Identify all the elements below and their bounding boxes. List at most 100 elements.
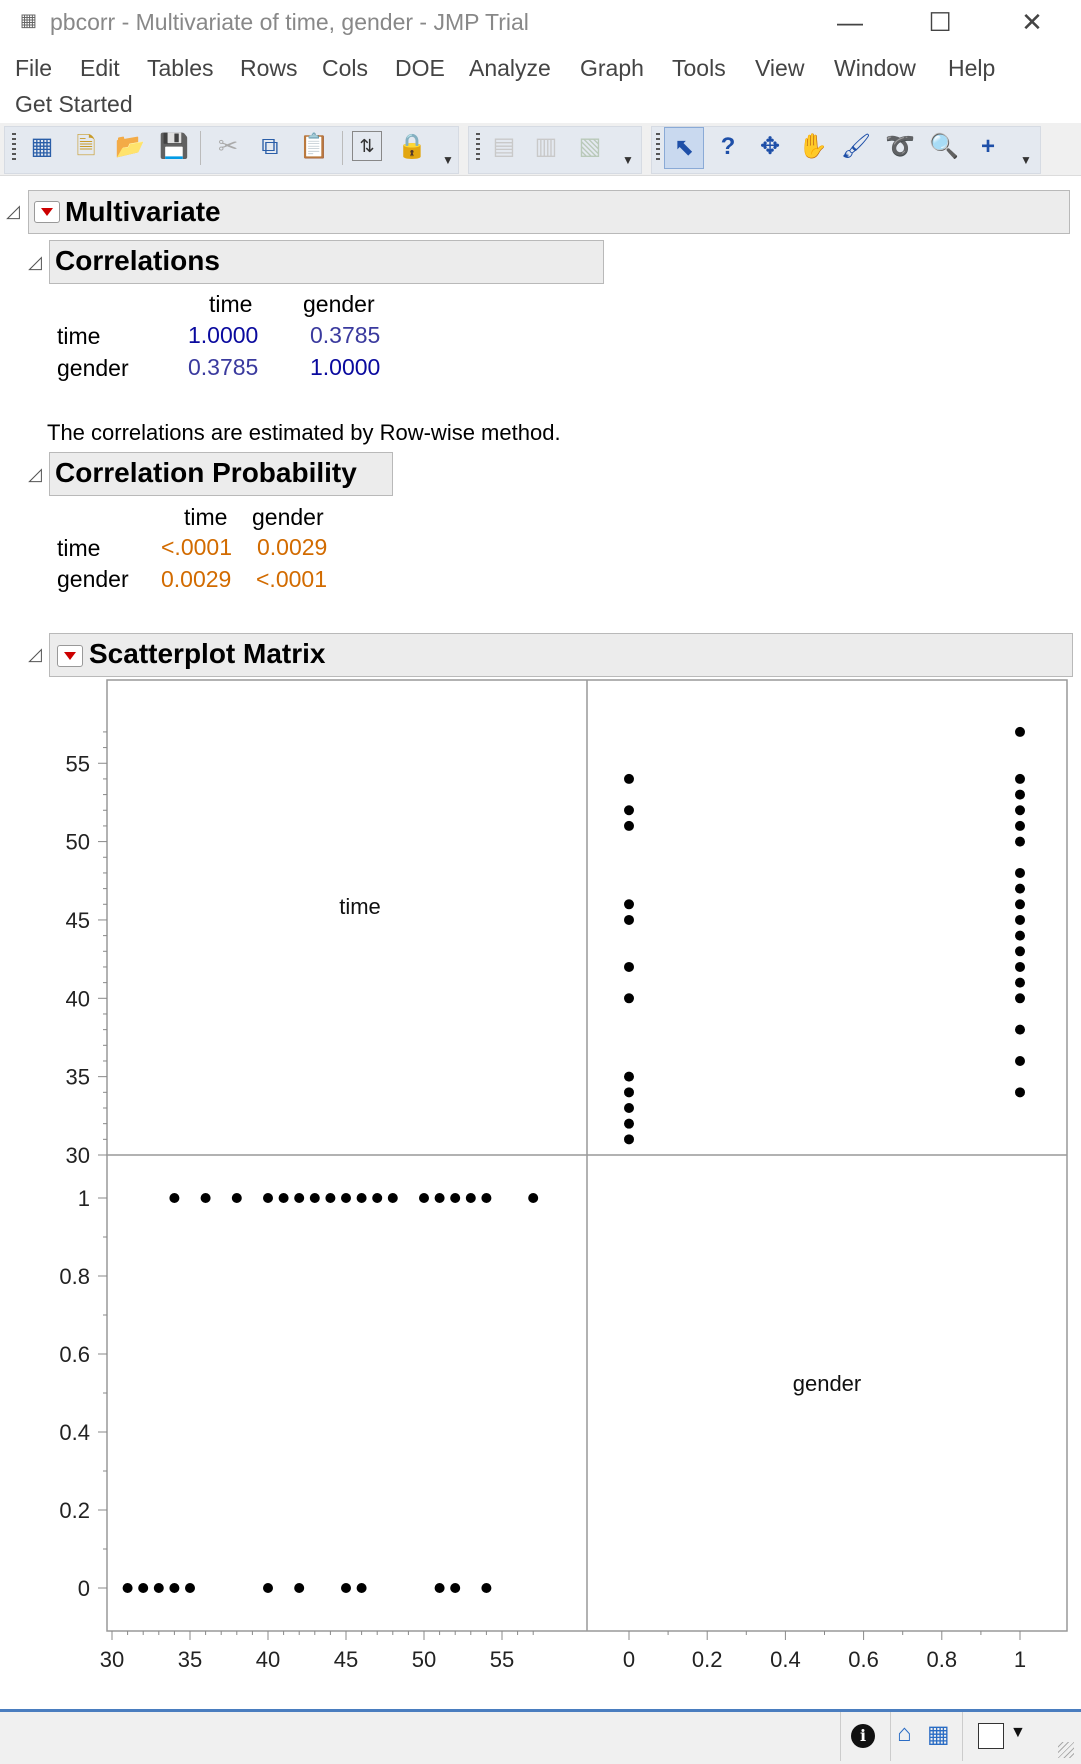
blank-square-icon[interactable] [978, 1723, 1004, 1749]
dropdown-arrow-icon[interactable]: ▼ [1010, 1724, 1026, 1741]
y-tick-label: 45 [66, 908, 90, 933]
chart-icon[interactable]: ▥ [534, 133, 558, 160]
data-point [153, 1583, 164, 1593]
collapse-correlations-icon[interactable]: ◿ [28, 252, 42, 272]
prob-cell: 0.0029 [161, 566, 232, 592]
maximize-button[interactable]: ☐ [928, 7, 952, 37]
brush-tool-icon[interactable]: 🖌 [840, 133, 872, 160]
data-point [624, 961, 634, 972]
toolbar-overflow-icon[interactable]: ▼ [442, 153, 454, 167]
menu-view[interactable]: View [755, 55, 805, 81]
data-point [528, 1193, 539, 1203]
y-tick-label: 40 [66, 986, 90, 1011]
y-tick-label: 35 [66, 1065, 90, 1090]
red-triangle-menu-icon[interactable] [34, 201, 60, 223]
table-grid-icon: ▦ [20, 10, 38, 30]
toolbar-overflow-icon[interactable]: ▼ [1020, 153, 1032, 167]
data-point [1015, 977, 1025, 988]
prob-cell: <.0001 [161, 534, 232, 560]
x-tick-label: 0.2 [692, 1647, 723, 1672]
data-point [325, 1193, 336, 1203]
collapse-scatterplot-icon[interactable]: ◿ [28, 644, 42, 664]
data-point [1015, 820, 1025, 831]
toolbar-group-tables [468, 126, 642, 174]
new-script-icon[interactable]: 🗎 [76, 133, 96, 160]
menu-graph[interactable]: Graph [580, 55, 644, 81]
menu-cols[interactable]: Cols [322, 55, 369, 81]
magnifier-tool-icon[interactable]: 🔍 [929, 133, 959, 160]
data-point [1015, 961, 1025, 972]
x-tick-label: 35 [178, 1647, 202, 1672]
toolbar-overflow-icon[interactable]: ▼ [622, 153, 634, 167]
menu-edit[interactable]: Edit [80, 55, 120, 81]
close-button[interactable]: ✕ [1021, 7, 1043, 37]
menu-analyze[interactable]: Analyze [469, 55, 551, 81]
prob-col-time: time [184, 504, 228, 530]
prob-row-label: time [57, 535, 101, 561]
data-point [434, 1583, 445, 1593]
data-point [1015, 993, 1025, 1004]
data-point [1015, 883, 1025, 894]
crosshair-tool-icon[interactable]: ✥ [759, 133, 781, 160]
menu-tables[interactable]: Tables [147, 55, 214, 81]
menu-window[interactable]: Window [834, 55, 916, 81]
status-divider [962, 1712, 963, 1761]
lasso-tool-icon[interactable]: ➰ [885, 133, 915, 160]
copy-icon[interactable]: ⧉ [261, 133, 279, 160]
resize-grip-icon[interactable] [1058, 1742, 1074, 1758]
prob-cell: 0.0029 [257, 534, 328, 560]
x-tick-label: 1 [1014, 1647, 1026, 1672]
menu-file[interactable]: File [15, 55, 53, 81]
data-point [169, 1583, 180, 1593]
red-triangle-menu-icon[interactable] [57, 645, 83, 667]
x-tick-label: 40 [256, 1647, 280, 1672]
x-tick-label: 0.8 [927, 1647, 958, 1672]
toolbar-grip[interactable] [656, 133, 660, 163]
paste-icon[interactable]: 📋 [299, 133, 329, 160]
menu-help[interactable]: Help [948, 55, 996, 81]
correlation-method-note: The correlations are estimated by Row-wi… [47, 420, 561, 445]
data-point [387, 1193, 398, 1203]
grabber-tool-icon[interactable]: ✋ [798, 133, 828, 160]
toolbar-grip[interactable] [12, 133, 16, 163]
toolbar-group-file [4, 126, 459, 174]
window-list-icon[interactable]: ▦ [927, 1721, 950, 1748]
toolbar-grip[interactable] [476, 133, 480, 163]
data-view-icon[interactable]: ⇅ [352, 131, 382, 161]
x-tick-label: 0 [623, 1647, 635, 1672]
menu-get-started[interactable]: Get Started [15, 91, 133, 117]
y-tick-label: 30 [66, 1143, 90, 1168]
info-icon[interactable]: i [851, 1724, 875, 1748]
redo-icon[interactable]: ▤ [492, 133, 516, 160]
menu-bar: File Edit Tables Rows Cols DOE Analyze G… [0, 48, 1081, 122]
probability-title: Correlation Probability [55, 457, 357, 488]
data-point [231, 1193, 242, 1203]
new-data-table-icon[interactable]: ▦ [30, 133, 54, 160]
data-point [263, 1193, 273, 1203]
open-icon[interactable]: 📂 [115, 133, 145, 160]
corr-col-gender: gender [303, 291, 375, 317]
menu-doe[interactable]: DOE [395, 55, 445, 81]
annotate-tool-icon[interactable]: + [980, 133, 995, 160]
data-point [1015, 1055, 1025, 1066]
data-point [419, 1193, 429, 1203]
data-point [1015, 726, 1025, 737]
collapse-multivariate-icon[interactable]: ◿ [6, 201, 20, 221]
arrow-tool-icon[interactable]: ⬉ [664, 127, 704, 169]
save-icon[interactable]: 💾 [159, 133, 189, 160]
x-tick-label: 50 [412, 1647, 436, 1672]
lock-icon[interactable]: 🔒 [397, 133, 427, 160]
home-icon[interactable]: ⌂ [897, 1720, 912, 1747]
menu-rows[interactable]: Rows [240, 55, 298, 81]
minimize-button[interactable]: — [837, 7, 863, 37]
data-point [294, 1583, 305, 1593]
graph-builder-icon[interactable]: ▧ [578, 133, 602, 160]
menu-tools[interactable]: Tools [672, 55, 726, 81]
toolbar-separator [200, 131, 201, 165]
data-point [185, 1583, 195, 1593]
data-point [341, 1193, 351, 1203]
help-tool-icon[interactable]: ? [720, 133, 736, 160]
data-point [138, 1583, 149, 1593]
collapse-probability-icon[interactable]: ◿ [28, 464, 42, 484]
cut-icon[interactable]: ✂ [217, 133, 239, 160]
